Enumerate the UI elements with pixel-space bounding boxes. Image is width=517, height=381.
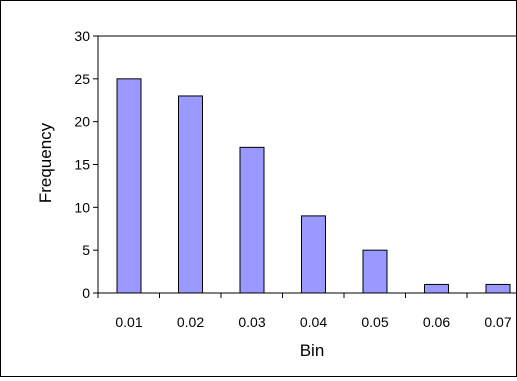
x-tick-label: 0.05 — [361, 314, 388, 330]
x-axis-label: Bin — [300, 341, 325, 360]
y-tick-label: 10 — [74, 199, 90, 215]
y-tick-label: 5 — [82, 242, 90, 258]
x-tick-label: 0.06 — [423, 314, 450, 330]
bar — [362, 249, 388, 294]
bar — [485, 283, 511, 294]
bar — [424, 283, 449, 294]
x-tick-label: 0.03 — [238, 314, 265, 330]
y-tick-label: 30 — [74, 28, 90, 44]
x-tick-label: 0.04 — [300, 314, 327, 330]
y-tick-label: 25 — [74, 71, 90, 87]
y-axis-label: Frequency — [36, 122, 55, 203]
bar — [178, 95, 203, 294]
y-tick-label: 20 — [74, 114, 90, 130]
y-tick-label: 0 — [82, 285, 90, 301]
y-tick-label: 15 — [74, 157, 90, 173]
x-tick-label: 0.07 — [484, 314, 511, 330]
x-tick-label: 0.02 — [177, 314, 204, 330]
bar — [239, 146, 265, 294]
x-tick-label: 0.01 — [115, 314, 142, 330]
bar — [116, 78, 142, 294]
bar — [301, 215, 326, 294]
